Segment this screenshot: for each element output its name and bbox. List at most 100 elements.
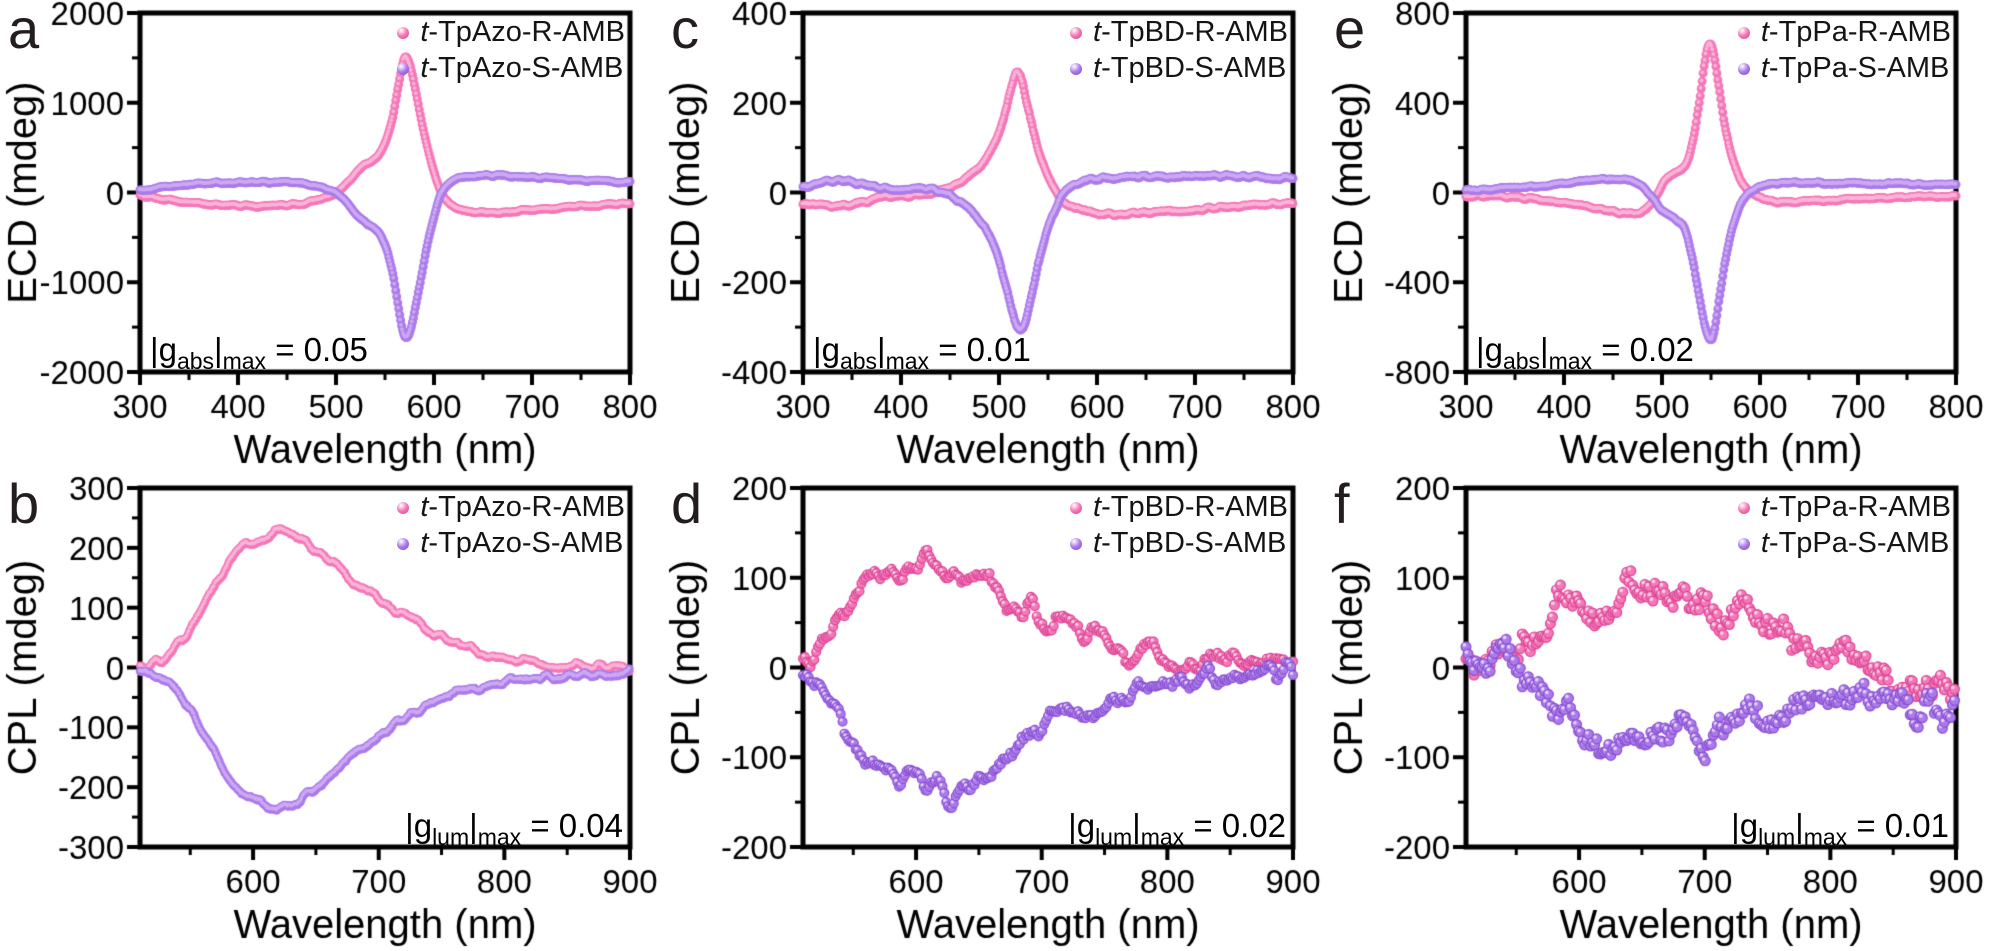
annotation-sub1: abs [839, 348, 878, 374]
annotation-prefix: |g [150, 331, 177, 368]
legend-marker-s-icon [397, 62, 410, 75]
chart-canvas-f [1326, 475, 1989, 950]
chart-canvas-d [663, 475, 1326, 950]
panel-letter: f [1334, 472, 1350, 535]
legend-label-prefix: t [1760, 16, 1769, 48]
legend-label-text: -TpPa-S-AMB [1768, 527, 1950, 559]
legend-label-text: -TpPa-R-AMB [1768, 491, 1951, 523]
annotation-sub2: max [477, 824, 522, 850]
annotation-sub2: max [1140, 824, 1185, 850]
annotation-sub1: abs [1502, 348, 1541, 374]
annotation-sub1: lum [1758, 824, 1796, 850]
annotation-sub2: max [222, 348, 267, 374]
legend-item: t-TpPa-R-AMB [1737, 491, 1951, 524]
annotation-eq: = [1847, 807, 1885, 844]
annotation-eq: = [1184, 807, 1222, 844]
annotation-prefix: |g [813, 331, 840, 368]
legend-marker-s-icon [397, 537, 410, 550]
annotation-eq: = [1592, 331, 1630, 368]
annotation-mid: | [877, 331, 886, 368]
annotation-value: 0.05 [303, 331, 368, 368]
legend-marker-s-icon [1070, 537, 1083, 550]
legend-item: t-TpBD-R-AMB [1070, 491, 1288, 524]
legend-label-prefix: t [1093, 16, 1102, 48]
gfactor-annotation: |glum|max = 0.02 [1068, 807, 1286, 849]
legend-label-prefix: t [420, 52, 429, 84]
legend-label-text: -TpBD-S-AMB [1101, 527, 1287, 559]
legend-label-text: -TpAzo-R-AMB [428, 491, 625, 523]
annotation-eq: = [266, 331, 304, 368]
legend-marker-r-icon [397, 26, 410, 39]
annotation-value: 0.02 [1221, 807, 1286, 844]
gfactor-annotation: |glum|max = 0.04 [405, 807, 623, 849]
legend: t-TpAzo-R-AMB t-TpAzo-S-AMB [397, 16, 625, 85]
legend-label-prefix: t [1093, 491, 1102, 523]
legend-item: t-TpAzo-R-AMB [397, 491, 625, 524]
legend-item: t-TpAzo-S-AMB [397, 52, 623, 85]
annotation-sub2: max [1548, 348, 1593, 374]
annotation-mid: | [1795, 807, 1804, 844]
annotation-mid: | [1132, 807, 1141, 844]
panel-e: e t-TpPa-R-AMB t-TpPa-S-AMB |gabs|max = 0.0… [1326, 0, 1989, 475]
annotation-sub1: lum [1095, 824, 1133, 850]
chart-canvas-e [1326, 0, 1989, 475]
legend-label-prefix: t [1760, 52, 1769, 84]
legend-label-text: -TpAzo-S-AMB [428, 527, 624, 559]
gfactor-annotation: |glum|max = 0.01 [1731, 807, 1949, 849]
annotation-value: 0.01 [966, 331, 1031, 368]
legend-marker-s-icon [1070, 62, 1083, 75]
legend-marker-r-icon [1070, 501, 1083, 514]
panel-b: b t-TpAzo-R-AMB t-TpAzo-S-AMB |glum|max = 0… [0, 474, 663, 951]
legend-label: t-TpAzo-R-AMB [420, 16, 625, 49]
legend-marker-s-icon [1737, 537, 1750, 550]
legend-label-text: -TpAzo-R-AMB [428, 16, 625, 48]
annotation-eq: = [929, 331, 967, 368]
annotation-prefix: |g [1731, 807, 1759, 844]
legend-label-prefix: t [1093, 527, 1102, 559]
annotation-prefix: |g [1068, 807, 1096, 844]
legend-marker-s-icon [1737, 62, 1750, 75]
legend-marker-r-icon [1070, 26, 1083, 39]
annotation-value: 0.01 [1884, 807, 1949, 844]
annotation-prefix: |g [1476, 331, 1503, 368]
legend-marker-r-icon [1737, 26, 1750, 39]
panel-letter: a [8, 0, 40, 60]
legend-label: t-TpPa-R-AMB [1761, 491, 1951, 524]
panel-f: f t-TpPa-R-AMB t-TpPa-S-AMB |glum|max = 0.0… [1326, 472, 1989, 951]
legend-label-prefix: t [1093, 52, 1102, 84]
legend-label-prefix: t [420, 527, 429, 559]
legend-label: t-TpBD-S-AMB [1093, 527, 1286, 560]
legend-label-text: -TpBD-R-AMB [1101, 16, 1288, 48]
legend-label: t-TpPa-R-AMB [1761, 16, 1951, 49]
legend-label-text: -TpAzo-S-AMB [428, 52, 624, 84]
legend-item: t-TpAzo-S-AMB [397, 527, 623, 560]
annotation-eq: = [521, 807, 559, 844]
annotation-sub2: max [1803, 824, 1848, 850]
legend-label-text: -TpPa-S-AMB [1768, 52, 1950, 84]
legend-label: t-TpPa-S-AMB [1761, 527, 1950, 560]
panel-d: d t-TpBD-R-AMB t-TpBD-S-AMB |glum|max = 0.0… [663, 472, 1326, 951]
legend-label: t-TpBD-R-AMB [1093, 491, 1288, 524]
legend-label-text: -TpBD-R-AMB [1101, 491, 1288, 523]
legend-label: t-TpAzo-S-AMB [420, 527, 623, 560]
panel-c: c t-TpBD-R-AMB t-TpBD-S-AMB |gabs|max = 0.0… [663, 0, 1326, 475]
panel-letter: d [671, 472, 703, 535]
annotation-mid: | [1540, 331, 1549, 368]
legend-label-prefix: t [1760, 491, 1769, 523]
legend-marker-r-icon [1737, 501, 1750, 514]
panel-letter: c [671, 0, 699, 60]
legend-item: t-TpPa-R-AMB [1737, 16, 1951, 49]
annotation-sub1: abs [176, 348, 215, 374]
legend-label-prefix: t [420, 16, 429, 48]
panel-letter: e [1334, 0, 1366, 60]
legend: t-TpBD-R-AMB t-TpBD-S-AMB [1070, 491, 1288, 560]
legend-item: t-TpBD-R-AMB [1070, 16, 1288, 49]
legend: t-TpPa-R-AMB t-TpPa-S-AMB [1737, 491, 1951, 560]
chart-canvas-a [0, 0, 663, 475]
annotation-sub2: max [885, 348, 930, 374]
annotation-prefix: |g [405, 807, 433, 844]
legend-label: t-TpAzo-S-AMB [420, 52, 623, 85]
legend-label: t-TpBD-S-AMB [1093, 52, 1286, 85]
legend-marker-r-icon [397, 501, 410, 514]
